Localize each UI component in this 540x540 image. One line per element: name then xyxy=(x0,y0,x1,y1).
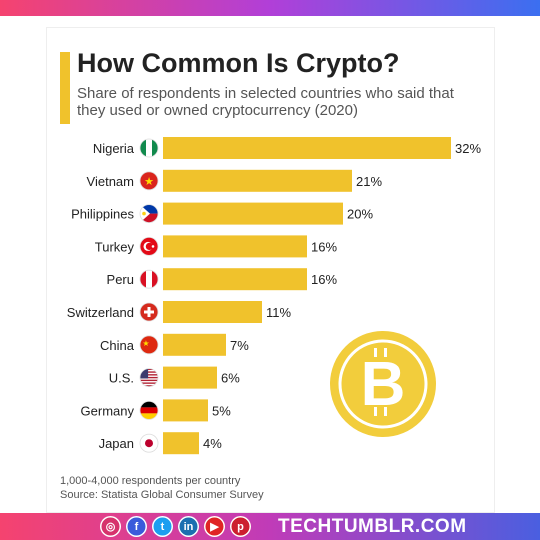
category-label: Nigeria xyxy=(93,141,135,156)
category-label: Peru xyxy=(107,272,134,287)
category-label: Germany xyxy=(81,403,135,418)
brand-name[interactable]: TECHTUMBLR.COM xyxy=(278,516,467,537)
social-links: ◎ f t in ▶ p xyxy=(100,516,251,537)
footnote: 1,000-4,000 respondents per country Sour… xyxy=(60,474,264,502)
peru-flag-icon xyxy=(139,269,159,289)
chart-title: How Common Is Crypto? xyxy=(77,48,400,78)
svg-text:★: ★ xyxy=(142,339,149,348)
respondents-note: 1,000-4,000 respondents per country xyxy=(60,475,241,487)
value-label: 7% xyxy=(230,338,249,353)
instagram-icon[interactable]: ◎ xyxy=(100,516,121,537)
china-flag-icon: ★ xyxy=(139,335,159,355)
linkedin-icon[interactable]: in xyxy=(178,516,199,537)
bar-turkey xyxy=(163,235,307,258)
category-label: Vietnam xyxy=(87,174,134,189)
category-label: Turkey xyxy=(95,239,135,254)
bar-philippines xyxy=(163,202,343,225)
twitter-icon[interactable]: t xyxy=(152,516,173,537)
bar-germany xyxy=(163,399,208,422)
turkey-flag-icon xyxy=(139,236,159,256)
bar-peru xyxy=(163,268,307,291)
value-label: 5% xyxy=(212,403,231,418)
category-label: U.S. xyxy=(109,371,134,386)
category-label: Switzerland xyxy=(67,305,134,320)
philippines-flag-icon xyxy=(139,204,159,224)
value-label: 32% xyxy=(455,141,481,156)
category-label: Japan xyxy=(99,436,134,451)
value-label: 11% xyxy=(266,305,291,320)
bar-us xyxy=(163,366,217,389)
facebook-icon[interactable]: f xyxy=(126,516,147,537)
bar-vietnam xyxy=(163,169,352,192)
chart-subtitle: Share of respondents in selected countri… xyxy=(77,85,454,119)
germany-flag-icon xyxy=(139,400,159,420)
bar-china xyxy=(163,333,226,356)
value-label: 20% xyxy=(347,207,373,222)
category-label: Philippines xyxy=(71,207,134,222)
bottom-gradient-band xyxy=(0,513,540,540)
bar-switzerland xyxy=(163,301,262,323)
category-label: China xyxy=(100,338,135,353)
value-label: 16% xyxy=(311,272,337,287)
value-label: 16% xyxy=(311,239,337,254)
bar-nigeria xyxy=(163,137,451,159)
svg-text:B: B xyxy=(361,350,406,419)
title-accent-bar xyxy=(60,52,70,124)
switzerland-flag-icon xyxy=(139,302,159,322)
japan-flag-icon xyxy=(139,433,159,453)
vietnam-flag-icon: ★ xyxy=(139,171,159,191)
top-gradient-band xyxy=(0,0,540,16)
youtube-icon[interactable]: ▶ xyxy=(204,516,225,537)
bar-japan xyxy=(163,432,199,455)
value-label: 21% xyxy=(356,174,382,189)
value-label: 4% xyxy=(203,436,222,451)
pinterest-icon[interactable]: p xyxy=(230,516,251,537)
svg-text:★: ★ xyxy=(144,176,154,188)
nigeria-flag-icon xyxy=(139,138,159,158)
source-note: Source: Statista Global Consumer Survey xyxy=(60,489,264,501)
bitcoin-coin-icon: B xyxy=(330,331,436,437)
value-label: 6% xyxy=(221,371,240,386)
us-flag-icon xyxy=(139,368,159,388)
